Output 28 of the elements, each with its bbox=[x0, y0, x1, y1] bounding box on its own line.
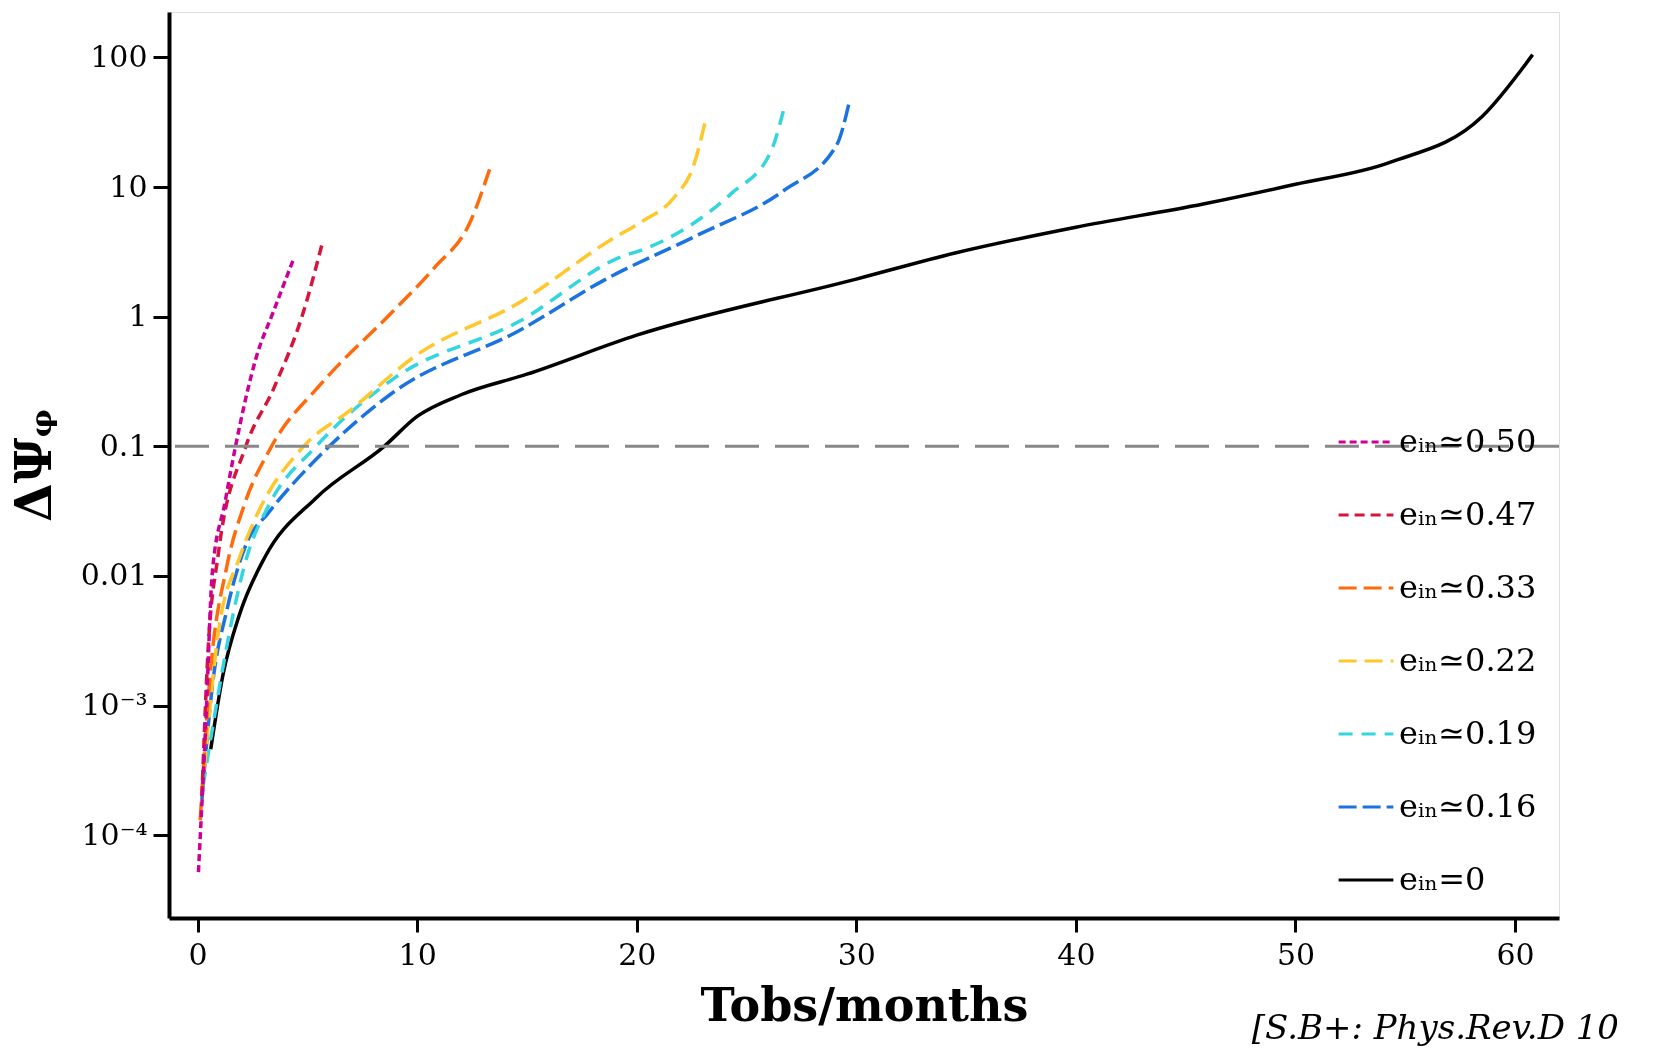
x-tick-label: 60 bbox=[1496, 936, 1535, 972]
y-tick-label: 0.01 bbox=[80, 557, 148, 593]
y-tick-label: 10⁻⁴ bbox=[81, 816, 148, 852]
x-tick-label: 30 bbox=[837, 936, 876, 972]
legend-label: eᵢₙ≃0.16 bbox=[1399, 787, 1537, 825]
y-tick-label: 10⁻³ bbox=[81, 687, 148, 723]
line-series bbox=[202, 121, 707, 772]
x-tick-label: 20 bbox=[618, 936, 657, 972]
legend-label: eᵢₙ≃0.47 bbox=[1399, 495, 1537, 533]
legend-label: eᵢₙ≃0.33 bbox=[1399, 568, 1537, 606]
y-tick-label: 0.1 bbox=[99, 427, 148, 463]
x-tick-label: 10 bbox=[398, 936, 437, 972]
x-axis-title: Tobs/months bbox=[700, 977, 1029, 1032]
line-series bbox=[208, 52, 1535, 752]
legend-label: eᵢₙ=0 bbox=[1399, 860, 1486, 898]
text: [S.B+: Phys.Rev.D 10 bbox=[1251, 1007, 1619, 1047]
y-tick-label: 100 bbox=[90, 38, 148, 74]
line-series bbox=[198, 167, 492, 823]
y-tick-label: 1 bbox=[128, 298, 148, 334]
x-tick-label: 0 bbox=[188, 936, 208, 972]
legend-label: eᵢₙ≃0.50 bbox=[1399, 422, 1537, 460]
y-tick-label: 10 bbox=[109, 168, 148, 204]
y-axis-title: ΔΨᵩ bbox=[3, 409, 63, 522]
line-series bbox=[196, 259, 295, 874]
legend-label: eᵢₙ≃0.19 bbox=[1399, 714, 1537, 752]
legend-label: eᵢₙ≃0.22 bbox=[1399, 641, 1537, 679]
x-tick-label: 50 bbox=[1276, 936, 1316, 972]
x-tick-label: 40 bbox=[1057, 936, 1096, 972]
